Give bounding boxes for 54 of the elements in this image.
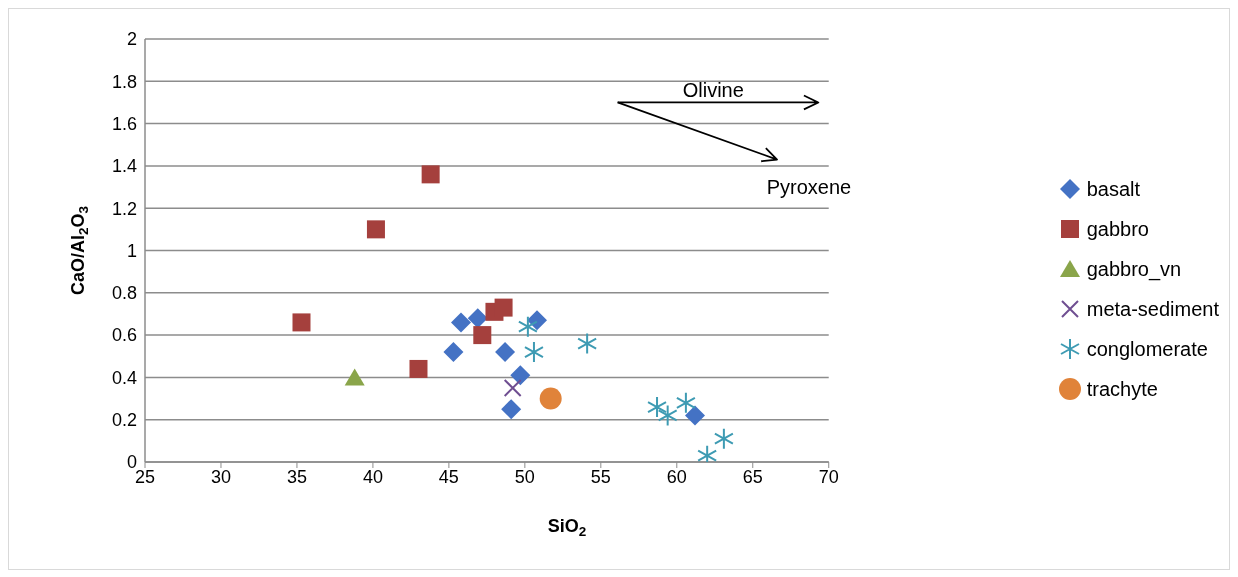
y-tick-label: 1.8 <box>111 71 137 92</box>
point <box>409 359 428 378</box>
point <box>527 310 547 331</box>
x-tick-label: 65 <box>742 466 763 487</box>
x-tick-label: 40 <box>362 466 383 487</box>
point <box>344 368 365 386</box>
point <box>539 387 562 410</box>
x-tick-label: 35 <box>286 466 307 487</box>
y-tick-label: 0.2 <box>111 410 137 431</box>
y-tick-label: 0.6 <box>111 325 137 346</box>
point <box>467 308 488 329</box>
y-tick-label: 1.6 <box>111 113 137 134</box>
point <box>510 365 531 386</box>
legend-label: meta-sediment <box>1086 297 1219 321</box>
x-axis-title: SiO$_{2}$ <box>547 516 587 540</box>
x-tick-label: 70 <box>818 466 839 487</box>
point <box>523 341 544 364</box>
point <box>713 427 734 450</box>
legend-label: gabbro <box>1086 217 1149 241</box>
y-tick-label: 1.2 <box>111 198 137 219</box>
x-tick-label: 25 <box>134 466 156 487</box>
legend-label: basalt <box>1086 177 1141 201</box>
point <box>685 405 706 426</box>
y-tick-label: 1 <box>126 240 137 261</box>
point <box>473 326 492 345</box>
point <box>675 391 696 414</box>
point <box>657 404 678 427</box>
x-tick-label: 50 <box>514 466 535 487</box>
point <box>647 396 668 419</box>
y-tick-label: 2 <box>126 29 137 50</box>
point <box>366 220 385 239</box>
annotation: Pyroxene <box>766 176 852 199</box>
point <box>451 312 472 333</box>
legend-label: conglomerate <box>1086 337 1208 361</box>
legend-label: trachyte <box>1086 377 1158 401</box>
point <box>443 342 464 363</box>
point <box>495 342 516 363</box>
x-tick-label: 45 <box>438 466 459 487</box>
point <box>501 399 522 420</box>
x-tick-label: 60 <box>666 466 687 487</box>
point <box>503 378 522 397</box>
x-tick-label: 55 <box>590 466 611 487</box>
legend-label: gabbro_vn <box>1086 257 1182 281</box>
annotation: Olivine <box>682 78 744 101</box>
point <box>421 165 440 184</box>
y-tick-label: 0 <box>126 452 137 473</box>
y-tick-label: 0.4 <box>111 367 137 388</box>
point <box>494 298 513 317</box>
point <box>292 313 311 332</box>
point <box>517 315 538 338</box>
y-tick-label: 1.4 <box>111 156 137 177</box>
x-tick-label: 30 <box>210 466 231 487</box>
y-tick-label: 0.8 <box>111 283 137 304</box>
point <box>577 332 598 355</box>
